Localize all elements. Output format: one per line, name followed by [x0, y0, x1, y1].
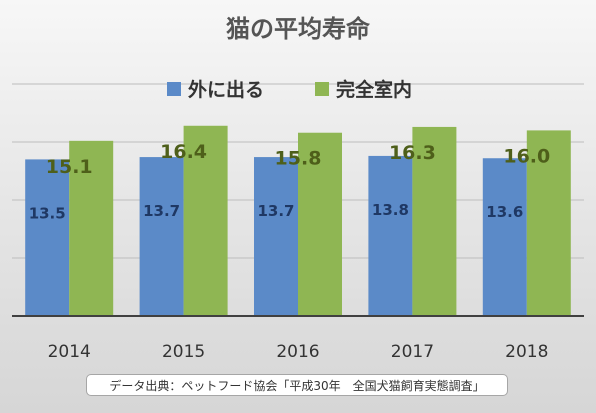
x-tick-2015: 2015	[162, 342, 205, 362]
bar-indoor-2017	[412, 126, 457, 316]
x-tick-2017: 2017	[391, 342, 434, 362]
data-label-indoor-2016: 15.8	[275, 148, 322, 170]
legend-label-outdoor: 外に出る	[188, 78, 264, 101]
x-tick-2018: 2018	[505, 342, 548, 362]
legend-swatch-outdoor	[167, 82, 181, 96]
x-tick-2014: 2014	[48, 342, 91, 362]
data-label-outdoor-2017: 13.8	[372, 201, 409, 219]
data-label-indoor-2017: 16.3	[389, 142, 436, 164]
data-label-outdoor-2018: 13.6	[486, 203, 523, 221]
x-tick-2016: 2016	[276, 342, 319, 362]
data-labels: 13.5 15.1 13.7 16.4 13.7 15.8 13.8 16.3 13.6 16.0	[29, 141, 551, 223]
bar-outdoor-2016	[254, 157, 298, 316]
data-label-outdoor-2015: 13.7	[143, 202, 180, 220]
data-label-outdoor-2014: 13.5	[29, 204, 66, 222]
bar-indoor-2014	[69, 140, 114, 316]
bar-indoor-2016	[298, 132, 342, 316]
source-note: データ出典：ペットフード協会「平成30年 全国犬猫飼育実態調査」	[86, 374, 508, 396]
x-tick-labels: 2014 2015 2016 2017 2018	[48, 342, 549, 362]
bar-outdoor-2017	[368, 155, 413, 316]
legend-label-indoor: 完全室内	[336, 78, 412, 101]
bar-indoor-2018	[526, 130, 571, 316]
bars	[25, 125, 571, 316]
legend: 外に出る 完全室内	[167, 78, 412, 101]
bar-indoor-2015	[183, 125, 228, 316]
chart-title: 猫の平均寿命	[226, 15, 371, 43]
data-label-indoor-2014: 15.1	[46, 156, 93, 178]
data-label-indoor-2018: 16.0	[503, 145, 550, 167]
data-label-indoor-2015: 16.4	[160, 141, 207, 163]
bar-outdoor-2014	[25, 159, 70, 316]
bar-outdoor-2018	[482, 158, 527, 316]
bar-outdoor-2015	[139, 157, 184, 316]
data-label-outdoor-2016: 13.7	[257, 202, 294, 220]
legend-swatch-indoor	[315, 82, 329, 96]
